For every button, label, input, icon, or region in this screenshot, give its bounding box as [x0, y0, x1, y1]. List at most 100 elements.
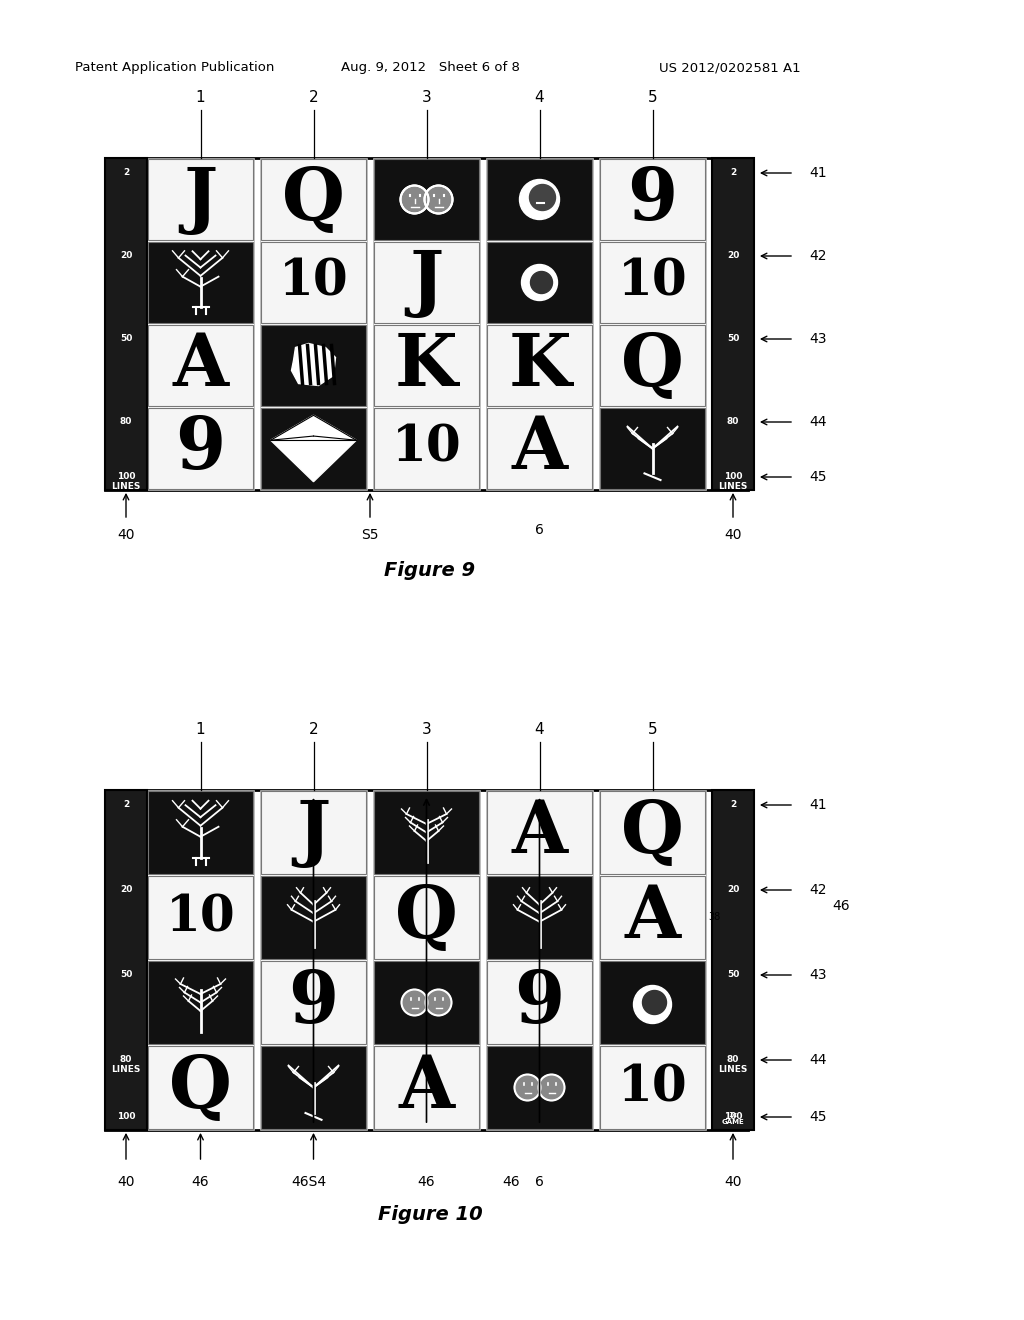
Text: 43: 43 [809, 968, 826, 982]
Text: 100
LINES: 100 LINES [718, 473, 748, 491]
Polygon shape [292, 343, 336, 385]
Bar [261, 961, 366, 1044]
Circle shape [401, 990, 427, 1015]
Circle shape [514, 1074, 541, 1101]
Text: 10: 10 [166, 894, 236, 942]
Bar [374, 1045, 479, 1129]
Text: 50: 50 [120, 334, 132, 343]
Text: 40: 40 [724, 528, 741, 543]
Text: 2: 2 [730, 800, 736, 809]
Bar [105, 789, 147, 1130]
Text: 80
LINES: 80 LINES [718, 1055, 748, 1074]
Bar [148, 791, 253, 874]
Bar [487, 961, 592, 1044]
Bar [374, 876, 479, 960]
Bar [600, 961, 705, 1044]
Text: 3: 3 [422, 91, 431, 106]
Text: K: K [395, 330, 458, 401]
Text: 41: 41 [809, 799, 826, 812]
Bar [374, 961, 479, 1044]
Text: 20: 20 [727, 884, 739, 894]
Text: Q: Q [622, 330, 684, 401]
Polygon shape [270, 416, 356, 482]
Bar [148, 242, 253, 323]
Circle shape [521, 264, 557, 301]
Text: Q: Q [282, 164, 345, 235]
Text: 42: 42 [809, 883, 826, 898]
Text: 2: 2 [730, 168, 736, 177]
Text: 6: 6 [536, 1175, 544, 1189]
Bar [600, 408, 705, 488]
Text: 20: 20 [120, 251, 132, 260]
Bar [148, 325, 253, 407]
Text: 6: 6 [536, 523, 544, 537]
Bar [712, 158, 754, 490]
Text: 40: 40 [118, 1175, 135, 1189]
Bar [712, 789, 754, 1130]
Bar [105, 158, 147, 490]
Bar [600, 325, 705, 407]
Bar [261, 242, 366, 323]
Text: 2: 2 [123, 800, 129, 809]
Bar [148, 158, 253, 240]
Text: 42: 42 [809, 249, 826, 263]
Text: Patent Application Publication: Patent Application Publication [76, 62, 274, 74]
Bar [147, 789, 254, 1130]
Text: Aug. 9, 2012   Sheet 6 of 8: Aug. 9, 2012 Sheet 6 of 8 [341, 62, 519, 74]
Bar [260, 158, 367, 490]
Text: 20: 20 [727, 251, 739, 260]
Text: 46S4: 46S4 [291, 1175, 326, 1189]
Bar [600, 791, 705, 874]
Bar [487, 325, 592, 407]
Text: 38: 38 [708, 912, 720, 923]
Text: 4: 4 [535, 722, 545, 738]
Text: 40: 40 [118, 528, 135, 543]
Text: 5: 5 [648, 722, 657, 738]
Text: 10: 10 [391, 424, 462, 473]
Bar [600, 1045, 705, 1129]
Bar [261, 791, 366, 874]
Bar [486, 789, 593, 1130]
Bar [487, 791, 592, 874]
Bar [487, 876, 592, 960]
Bar [600, 242, 705, 323]
Text: 1: 1 [196, 722, 206, 738]
Text: A: A [511, 413, 567, 484]
Bar [486, 158, 593, 490]
Circle shape [426, 990, 452, 1015]
Text: J: J [410, 247, 443, 318]
Bar [148, 961, 253, 1044]
Text: 80
LINES: 80 LINES [112, 1055, 140, 1074]
Text: Figure 10: Figure 10 [378, 1205, 482, 1225]
Text: Figure 9: Figure 9 [384, 561, 475, 579]
Text: 1: 1 [196, 91, 206, 106]
Text: 50: 50 [727, 334, 739, 343]
Bar [261, 1045, 366, 1129]
Bar [599, 158, 706, 490]
Text: J: J [296, 797, 331, 869]
Text: 2: 2 [123, 168, 129, 177]
Text: 46: 46 [191, 1175, 209, 1189]
Circle shape [530, 272, 553, 293]
Circle shape [519, 180, 559, 219]
Text: A: A [398, 1052, 455, 1123]
Bar [487, 158, 592, 240]
Text: 41: 41 [809, 166, 826, 180]
Text: 46: 46 [831, 899, 850, 913]
Text: Q: Q [395, 882, 458, 953]
Bar [261, 876, 366, 960]
Text: 100: 100 [117, 1111, 135, 1121]
Text: 80: 80 [120, 417, 132, 426]
Bar [105, 158, 748, 490]
Text: 1c
GAME: 1c GAME [722, 1111, 744, 1125]
Bar [373, 158, 480, 490]
Text: A: A [172, 330, 228, 401]
Circle shape [400, 186, 428, 214]
Text: 46: 46 [503, 1175, 520, 1189]
Text: 3: 3 [422, 722, 431, 738]
Text: Q: Q [169, 1052, 232, 1123]
Text: 2: 2 [308, 91, 318, 106]
Text: 100: 100 [724, 1111, 742, 1121]
Text: 45: 45 [809, 470, 826, 484]
Bar [147, 158, 254, 490]
